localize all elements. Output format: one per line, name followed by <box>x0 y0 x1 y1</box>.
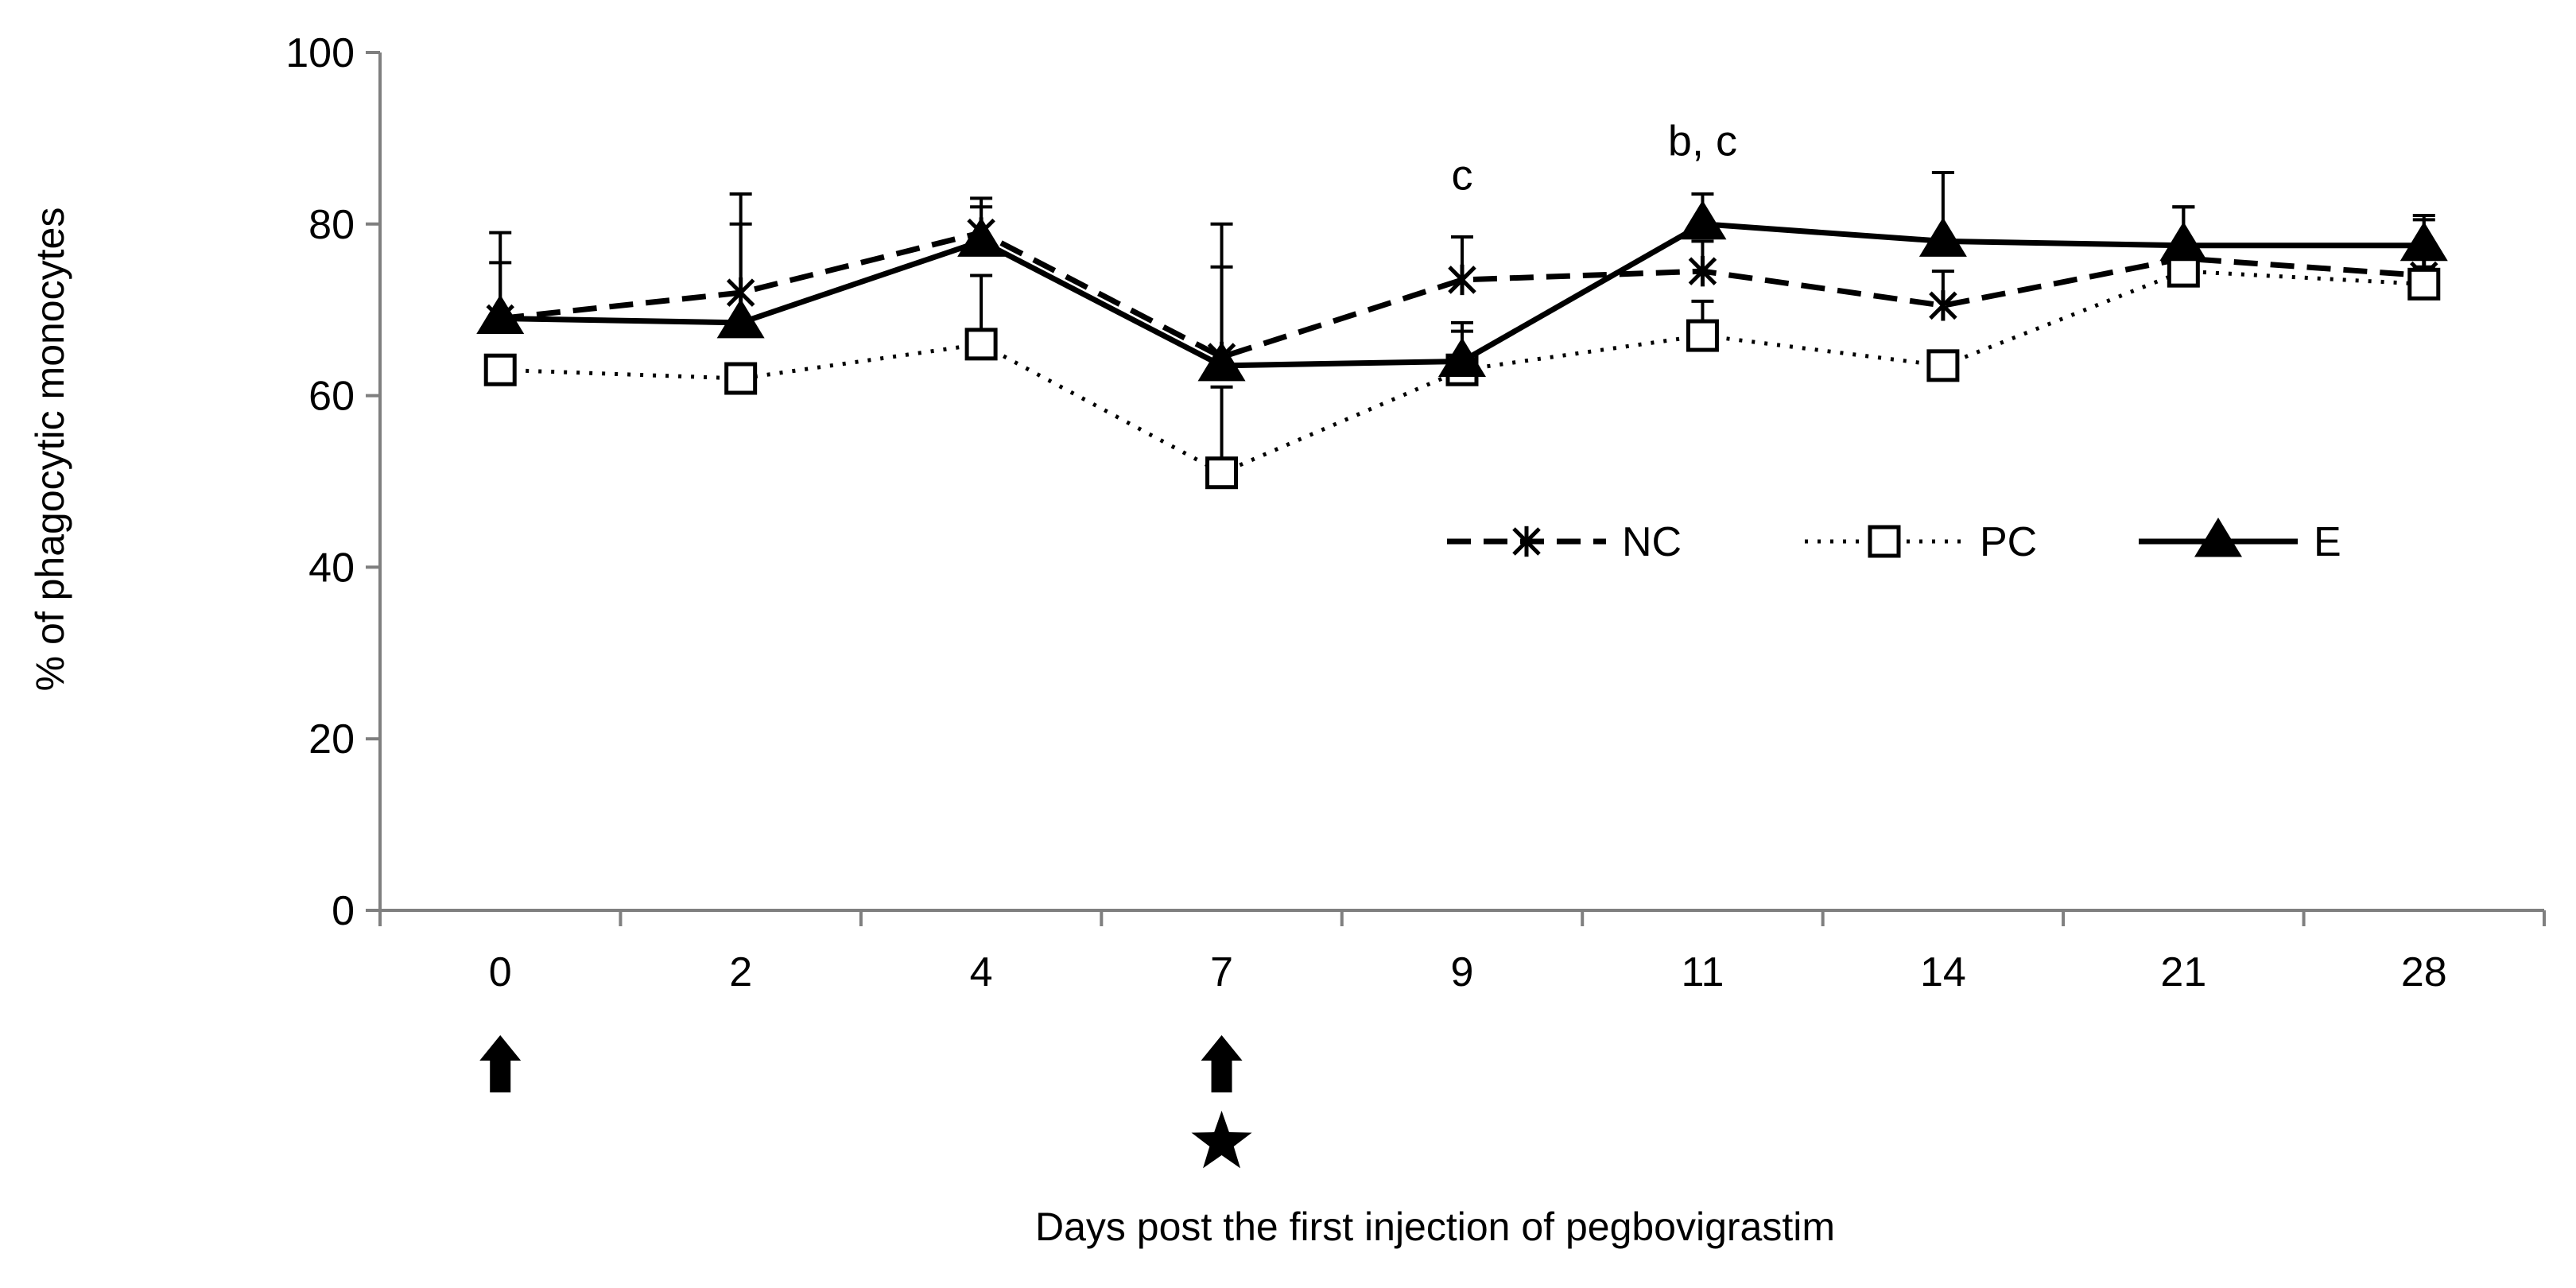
triangle-marker <box>2399 221 2448 262</box>
square-marker <box>2407 267 2441 301</box>
square-marker <box>724 362 758 395</box>
triangle-marker <box>1438 337 1486 377</box>
square-marker <box>2167 254 2200 288</box>
legend-item-nc: NC <box>1447 519 1682 565</box>
legend-label: NC <box>1622 519 1682 565</box>
significance-label: c <box>1452 152 1473 200</box>
series-line <box>499 230 2425 360</box>
x-tick-label: 7 <box>1210 949 1233 995</box>
significance-label: b, c <box>1668 117 1737 165</box>
triangle-marker <box>1197 341 1246 382</box>
injection-arrow-icon <box>1201 1035 1243 1092</box>
annotations-layer: c b, c <box>479 117 1737 1169</box>
asterisk-marker <box>1688 255 1717 287</box>
x-axis-label: Days post the first injection of pegbovi… <box>1035 1205 1835 1249</box>
y-tick-label: 60 <box>308 374 355 420</box>
asterisk-marker <box>1448 264 1476 296</box>
legend-label: E <box>2314 519 2341 565</box>
series-layer <box>476 171 2448 490</box>
legend: NC PC E <box>1447 518 2341 565</box>
x-tick-label: 11 <box>1681 949 1724 995</box>
legend-item-pc: PC <box>1805 519 2037 565</box>
asterisk-marker <box>1929 290 1957 321</box>
triangle-marker <box>1678 200 1727 240</box>
triangle-marker <box>957 217 1006 257</box>
x-tick-label: 9 <box>1451 949 1474 995</box>
square-marker <box>483 353 517 386</box>
square-marker <box>1205 456 1239 490</box>
x-tick-label: 21 <box>2160 949 2206 995</box>
x-tick-label: 4 <box>970 949 993 995</box>
x-tick-label: 14 <box>1920 949 1966 995</box>
y-tick-label: 100 <box>285 30 355 76</box>
injection-arrow-icon <box>479 1035 522 1092</box>
axes: 0 20 40 60 80 100 0 2 4 7 9 11 14 21 28 <box>285 30 2546 995</box>
x-tick-label: 28 <box>2401 949 2447 995</box>
series-markers-e <box>476 200 2448 382</box>
triangle-marker <box>716 298 765 339</box>
star-icon <box>1191 1111 1252 1169</box>
asterisk-marker <box>1512 526 1541 557</box>
legend-label: PC <box>1980 519 2037 565</box>
y-tick-label: 0 <box>332 888 355 934</box>
square-marker <box>1686 319 1719 352</box>
x-tick-label: 0 <box>489 949 512 995</box>
y-axis-label: % of phagocytic monocytes <box>28 208 72 692</box>
y-tick-label: 40 <box>308 545 355 591</box>
square-marker <box>964 328 998 361</box>
y-tick-label: 20 <box>308 716 355 762</box>
triangle-marker <box>2159 221 2208 262</box>
y-tick-label: 80 <box>308 202 355 248</box>
triangle-marker <box>1918 217 1967 257</box>
square-marker <box>1868 525 1901 558</box>
x-tick-label: 2 <box>729 949 752 995</box>
triangle-marker <box>2194 518 2242 557</box>
series-markers-pc <box>483 254 2441 490</box>
legend-item-e: E <box>2139 518 2341 565</box>
triangle-marker <box>476 294 525 334</box>
square-marker <box>1926 349 1960 382</box>
